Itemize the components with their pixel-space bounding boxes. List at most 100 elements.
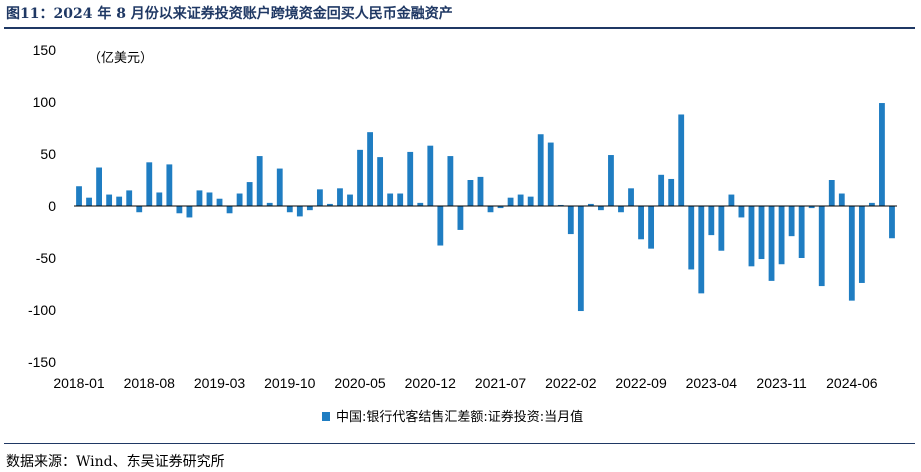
bar [427, 145, 434, 206]
x-tick-label: 2022-02 [545, 375, 597, 391]
bar [246, 182, 253, 206]
bar [537, 134, 544, 206]
bar [306, 206, 313, 211]
bar [367, 132, 373, 206]
bar [447, 156, 454, 206]
legend: 中国:银行代客结售汇差额:证券投资:当月值 [322, 409, 583, 425]
bar [347, 194, 353, 206]
bar-series [76, 103, 895, 312]
x-tick-label: 2019-03 [194, 375, 246, 391]
bar [788, 206, 795, 237]
bar [748, 206, 755, 267]
bar [688, 206, 695, 270]
bar [86, 197, 92, 206]
bar [136, 206, 143, 213]
bar [738, 206, 745, 218]
bar [658, 174, 665, 206]
bar [316, 189, 323, 206]
bar [768, 206, 775, 281]
bar [567, 206, 574, 235]
bar [387, 193, 394, 206]
bar [818, 206, 825, 287]
bar [477, 176, 484, 206]
bar [638, 206, 644, 240]
x-tick-label: 2024-06 [826, 375, 878, 391]
bar [547, 142, 554, 206]
x-tick-label: 2022-09 [615, 375, 667, 391]
bar [598, 206, 604, 211]
bar [146, 162, 153, 206]
bar [186, 206, 193, 218]
bar [858, 206, 865, 283]
figure-title: 图11：2024 年 8 月份以来证券投资账户跨境资金回买人民币金融资产 [6, 6, 453, 22]
bar [668, 178, 675, 206]
bar [758, 206, 765, 260]
bar [487, 206, 494, 213]
bar [126, 190, 133, 206]
x-axis-ticks: 2018-01 2018-08 2019-03 2019-10 2020-05 2020-… [53, 375, 877, 391]
bar [216, 198, 223, 206]
bar [226, 206, 233, 214]
bar [808, 206, 815, 209]
bar [276, 168, 283, 206]
bar [587, 203, 594, 206]
x-tick-label: 2018-08 [124, 375, 176, 391]
bar [889, 206, 895, 239]
bar [848, 206, 855, 301]
bar [838, 193, 845, 206]
bar [497, 206, 504, 209]
bar [337, 188, 343, 206]
bar [166, 164, 173, 206]
bar [557, 204, 564, 206]
bar [577, 206, 584, 312]
x-tick-label: 2021-07 [475, 375, 527, 391]
x-tick-label: 2018-01 [53, 375, 105, 391]
bar [266, 202, 273, 206]
x-tick-label: 2019-10 [264, 375, 316, 391]
y-tick-label: -100 [28, 302, 56, 318]
bar [618, 206, 624, 213]
bar [156, 192, 163, 206]
bar [778, 206, 785, 265]
bar [648, 206, 655, 249]
bar [437, 206, 444, 246]
y-axis-ticks: 150 100 50 0 -50 -100 -150 [28, 42, 56, 370]
y-tick-label: 50 [40, 146, 56, 162]
y-tick-label: -150 [28, 354, 56, 370]
x-tick-label: 2020-05 [334, 375, 386, 391]
bar [608, 155, 614, 206]
bar [256, 156, 263, 206]
bar [76, 186, 82, 206]
footer-divider [4, 443, 915, 444]
source-note: 数据来源：Wind、东吴证券研究所 [6, 454, 225, 470]
legend-label: 中国:银行代客结售汇差额:证券投资:当月值 [336, 409, 583, 425]
legend-swatch [322, 412, 330, 421]
bar [698, 206, 705, 294]
unit-label: （亿美元） [88, 51, 153, 66]
title-divider [4, 27, 915, 29]
bar [798, 206, 805, 258]
bar [176, 206, 183, 214]
bar [879, 103, 885, 206]
bar [678, 114, 685, 206]
bar [417, 202, 424, 206]
bar [869, 202, 875, 206]
bar [718, 206, 725, 251]
bar [377, 157, 384, 206]
x-tick-label: 2023-04 [686, 375, 738, 391]
bar [196, 190, 203, 206]
bar [517, 194, 524, 206]
bar [116, 196, 123, 206]
bar [828, 180, 835, 206]
bar [327, 203, 333, 206]
bar [206, 192, 213, 206]
bar [728, 194, 735, 206]
bar [527, 196, 534, 206]
bar [628, 188, 634, 206]
x-tick-label: 2020-12 [405, 375, 457, 391]
bar [296, 206, 303, 217]
bar [397, 193, 404, 206]
bar [96, 167, 102, 206]
y-tick-label: 150 [33, 42, 57, 58]
